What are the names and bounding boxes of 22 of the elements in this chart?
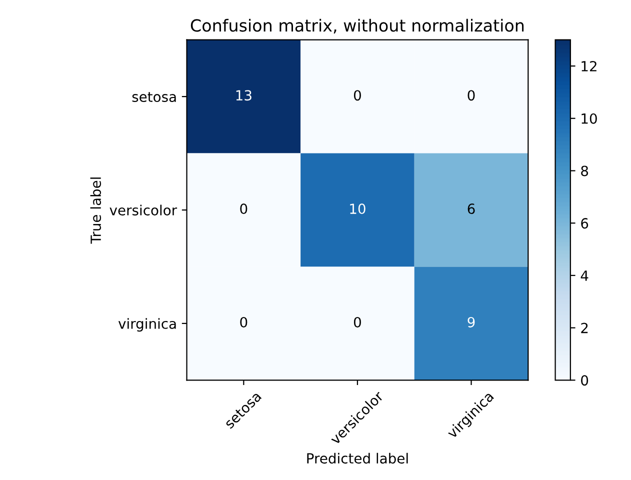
y-tick-label: setosa bbox=[132, 92, 176, 102]
chart-title: Confusion matrix, without normalization bbox=[190, 18, 524, 34]
data-label: 0 bbox=[240, 316, 248, 328]
data-label: 0 bbox=[354, 316, 361, 328]
x-axis-title: Predicted label bbox=[307, 452, 408, 464]
data-label: 9 bbox=[468, 316, 475, 328]
color-bar-label: 8 bbox=[581, 166, 588, 176]
data-label: 13 bbox=[236, 90, 252, 101]
color-bar-label: 0 bbox=[581, 375, 588, 386]
y-tick-label: versicolor bbox=[110, 204, 178, 216]
data-label: 0 bbox=[354, 90, 361, 101]
data-label: 0 bbox=[240, 204, 248, 214]
y-tick-label: virginica bbox=[118, 318, 176, 332]
data-label: 6 bbox=[468, 204, 475, 214]
color-bar-label: 6 bbox=[581, 218, 588, 229]
color-bar-label: 10 bbox=[582, 113, 597, 124]
data-label: 0 bbox=[468, 90, 475, 101]
color-bar-label: 4 bbox=[580, 270, 588, 281]
color-bar-label: 12 bbox=[582, 60, 596, 72]
color-bar-label: 2 bbox=[581, 322, 588, 334]
data-label: 10 bbox=[350, 204, 366, 214]
y-axis-title: True label bbox=[90, 178, 102, 244]
